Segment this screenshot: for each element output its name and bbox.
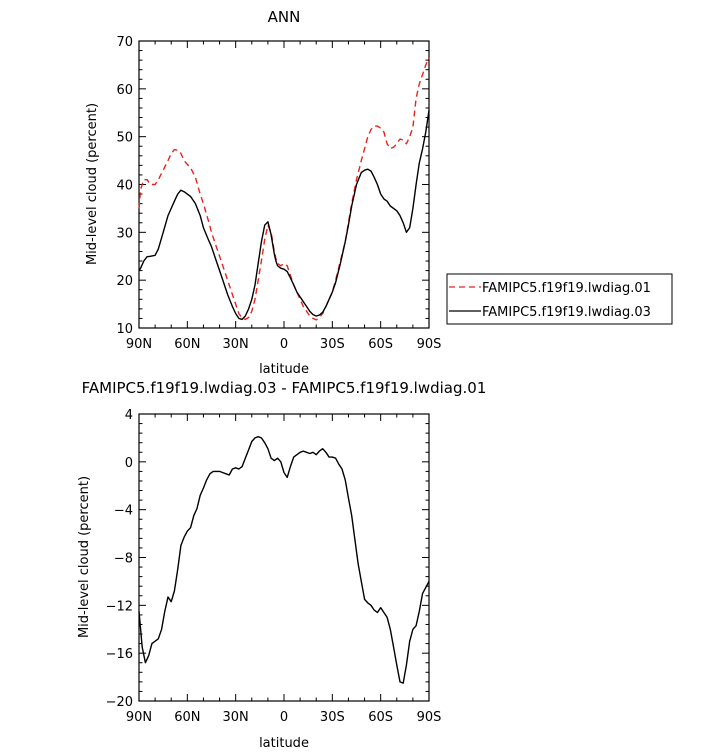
top-plot-frame bbox=[138, 40, 430, 329]
top-x-tick-label: 60S bbox=[368, 337, 393, 352]
top-x-tick-label: 30S bbox=[320, 337, 345, 352]
bottom-panel: FAMIPC5.f19f19.lwdiag.03 - FAMIPC5.f19f1… bbox=[77, 379, 486, 751]
bottom-x-tick-label: 60S bbox=[368, 710, 393, 725]
bottom-ticks: 90N 60N 30N 0 30S 60S 90S 4 0 −4 −8 −12 −16 −20 bbox=[106, 408, 442, 725]
top-x-tick-label: 90N bbox=[126, 337, 152, 352]
bottom-y-axis-label: Mid-level cloud (percent) bbox=[77, 476, 92, 638]
top-y-tick-label: 10 bbox=[116, 322, 133, 337]
top-x-tick-label: 30N bbox=[223, 337, 249, 352]
top-y-tick-label: 60 bbox=[116, 83, 133, 98]
legend-label-series-2: FAMIPC5.f19f19.lwdiag.03 bbox=[482, 305, 651, 320]
top-series-line-1 bbox=[138, 57, 430, 321]
top-y-tick-label: 20 bbox=[116, 274, 133, 289]
top-series bbox=[138, 57, 430, 321]
bottom-x-tick-label: 0 bbox=[280, 710, 288, 725]
bottom-x-tick-label: 90N bbox=[126, 710, 152, 725]
top-x-tick-label: 60N bbox=[174, 337, 200, 352]
top-series-line-2 bbox=[138, 110, 430, 321]
bottom-y-tick-label: −8 bbox=[114, 552, 133, 567]
legend: FAMIPC5.f19f19.lwdiag.01 FAMIPC5.f19f19.… bbox=[446, 273, 673, 325]
bottom-y-tick-label: 4 bbox=[125, 408, 133, 423]
top-y-axis-label: Mid-level cloud (percent) bbox=[85, 103, 100, 265]
legend-box bbox=[446, 273, 673, 325]
top-x-axis-label: latitude bbox=[259, 362, 309, 377]
bottom-series bbox=[138, 436, 430, 684]
bottom-plot-frame bbox=[138, 413, 430, 702]
bottom-y-tick-label: −4 bbox=[114, 504, 133, 519]
top-x-tick-label: 0 bbox=[280, 337, 288, 352]
bottom-y-tick-label: −16 bbox=[106, 647, 133, 662]
top-y-tick-label: 40 bbox=[116, 179, 133, 194]
bottom-chart-title: FAMIPC5.f19f19.lwdiag.03 - FAMIPC5.f19f1… bbox=[82, 379, 487, 397]
bottom-x-axis-label: latitude bbox=[259, 736, 309, 751]
legend-label-series-1: FAMIPC5.f19f19.lwdiag.01 bbox=[482, 281, 651, 296]
bottom-x-tick-label: 30S bbox=[320, 710, 345, 725]
bottom-y-tick-label: −12 bbox=[106, 599, 133, 614]
bottom-series-line-1 bbox=[138, 436, 430, 684]
top-x-tick-label: 90S bbox=[417, 337, 442, 352]
top-y-tick-label: 30 bbox=[116, 226, 133, 241]
top-y-tick-label: 50 bbox=[116, 131, 133, 146]
bottom-x-tick-label: 30N bbox=[223, 710, 249, 725]
top-ticks: 90N 60N 30N 0 30S 60S 90S 10 20 30 40 50 60 70 bbox=[116, 35, 441, 352]
bottom-x-tick-label: 60N bbox=[174, 710, 200, 725]
bottom-x-tick-label: 90S bbox=[417, 710, 442, 725]
bottom-y-tick-label: 0 bbox=[125, 456, 133, 471]
top-panel: ANN 90N 60N 30N 0 30S 60S 90S 10 20 30 40 50 60 70 la… bbox=[85, 8, 441, 377]
bottom-y-tick-label: −20 bbox=[106, 695, 133, 710]
top-chart-title: ANN bbox=[268, 8, 301, 26]
top-y-tick-label: 70 bbox=[116, 35, 133, 50]
